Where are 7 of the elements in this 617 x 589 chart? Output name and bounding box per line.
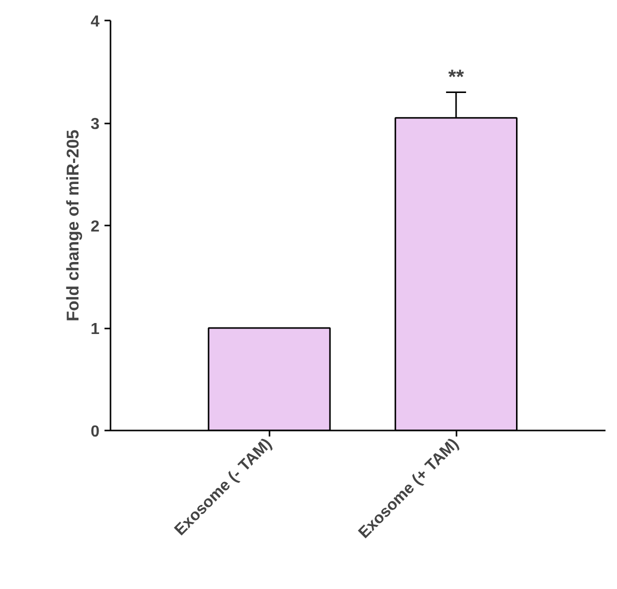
annotation: ** xyxy=(448,66,464,88)
y-tick-label: 1 xyxy=(90,321,100,338)
y-tick-label: 4 xyxy=(90,14,100,30)
y-tick-label: 3 xyxy=(90,116,100,133)
y-axis-title: Fold change of miR-205 xyxy=(64,130,83,322)
y-tick-label: 2 xyxy=(90,218,100,236)
y-tick-label: 0 xyxy=(90,424,100,440)
